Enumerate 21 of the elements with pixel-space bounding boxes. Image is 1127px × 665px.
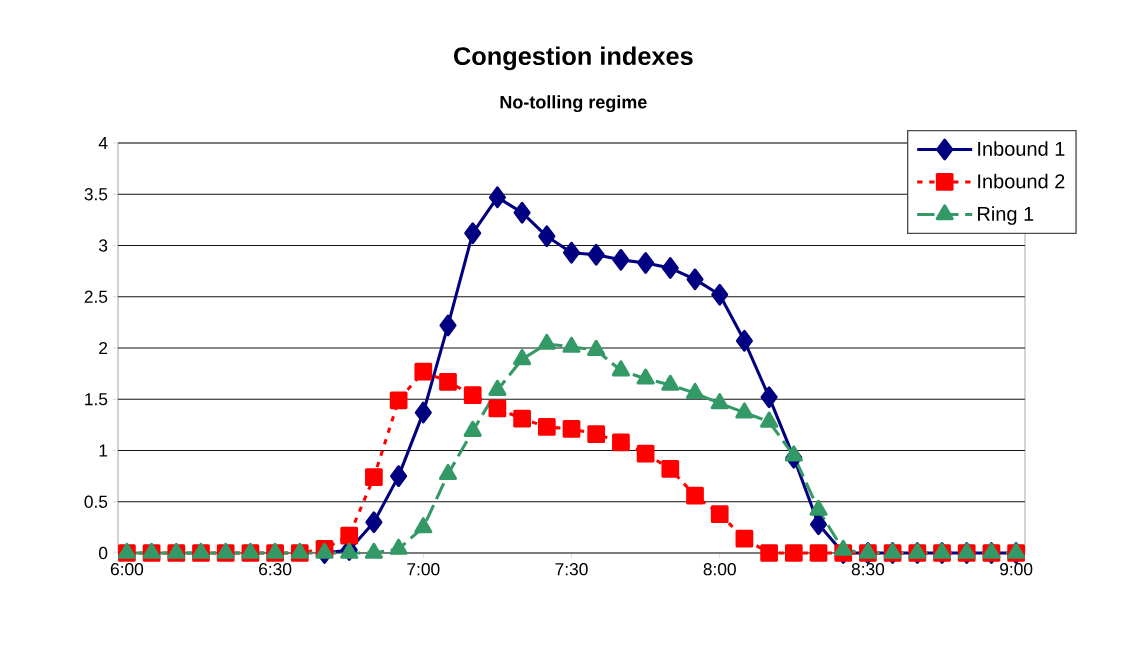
chart-title: Congestion indexes <box>454 46 693 71</box>
y-tick-label: 2.5 <box>84 290 108 303</box>
y-tick-label: 1.5 <box>85 393 108 406</box>
x-tick-label: 7:30 <box>555 563 588 576</box>
legend-label: Ring 1 <box>978 206 1034 225</box>
x-tick-label: 7:00 <box>407 563 440 576</box>
x-tick-label: 6:00 <box>110 563 144 576</box>
x-tick-label: 8:30 <box>851 563 885 576</box>
y-tick-label: 0.5 <box>84 495 108 508</box>
y-tick-label: 3.5 <box>84 188 108 201</box>
y-tick-label: 3 <box>98 239 108 252</box>
chart-subtitle: No-tolling regime <box>500 95 647 113</box>
y-tick-label: 2 <box>99 341 108 355</box>
x-tick-label: 9:00 <box>1000 563 1033 576</box>
legend-label: Inbound 2 <box>978 173 1065 189</box>
y-tick-label: 1 <box>99 444 108 457</box>
y-tick-label: 4 <box>98 137 108 149</box>
x-tick-label: 8:00 <box>703 563 736 576</box>
x-tick-label: 6:30 <box>259 563 292 576</box>
y-tick-label: 0 <box>98 546 108 560</box>
legend-label: Inbound 1 <box>978 141 1065 156</box>
